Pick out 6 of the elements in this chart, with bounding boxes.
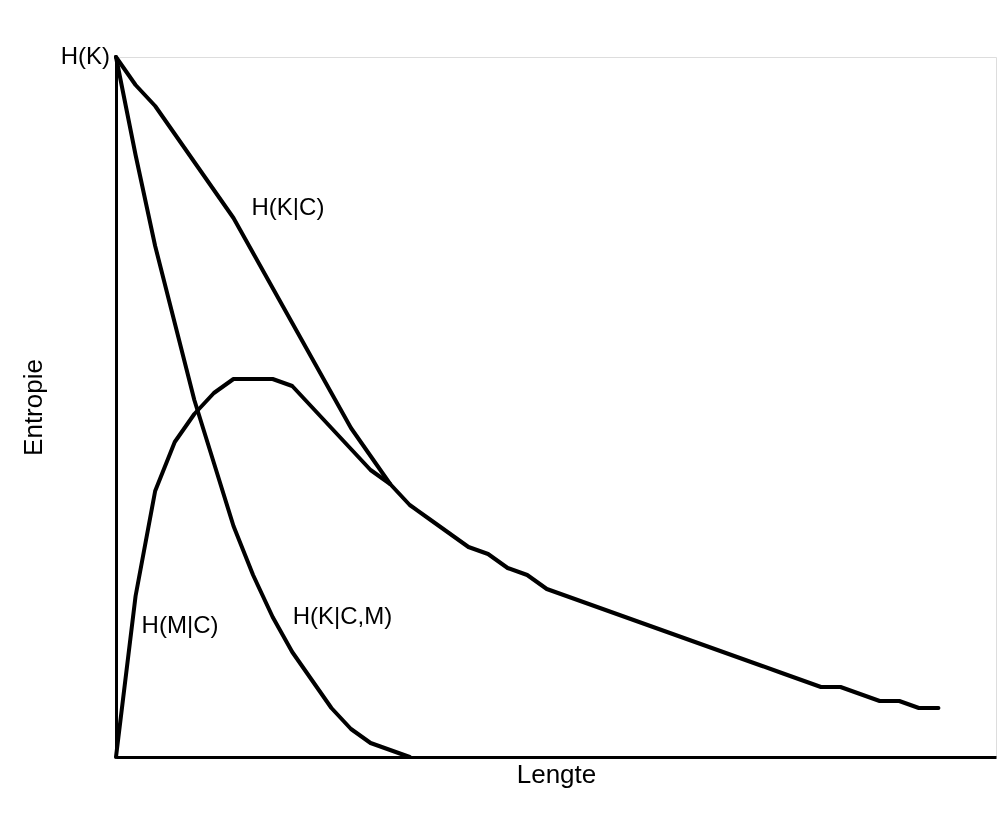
x-axis-title: Lengte: [516, 758, 597, 789]
series-label: H(K|C): [251, 193, 325, 220]
y-axis-title: Entropie: [17, 359, 48, 456]
annotation: H(K): [60, 42, 110, 69]
series-label: H(K|C,M): [292, 602, 393, 629]
series-label: H(M|C): [141, 611, 219, 638]
